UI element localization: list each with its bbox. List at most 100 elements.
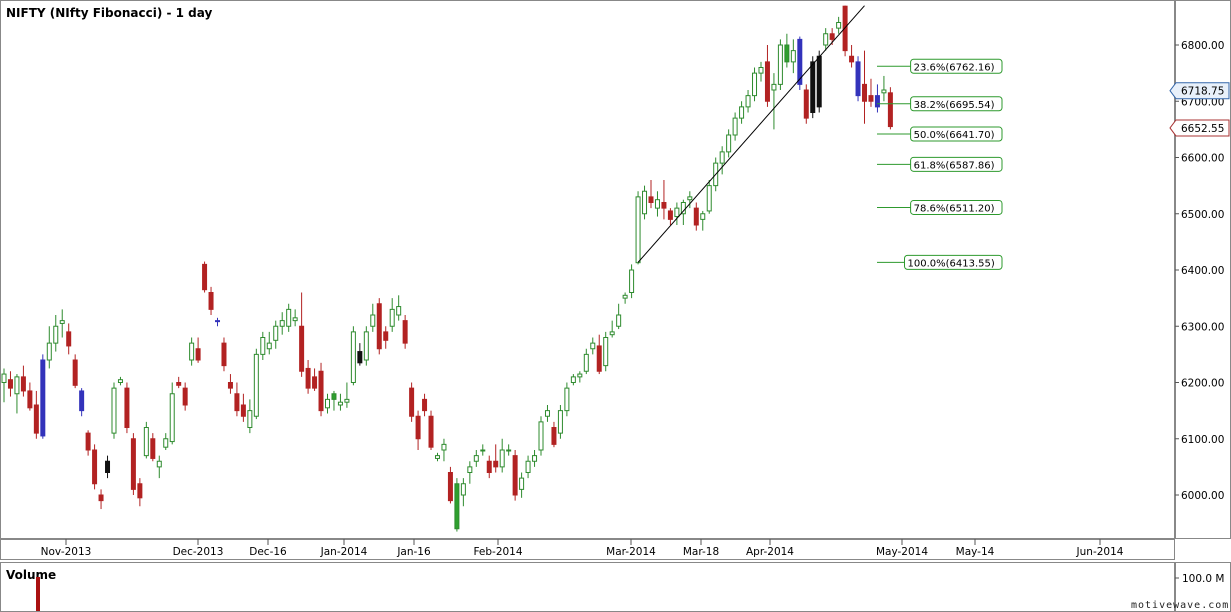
candle-body [486, 460, 492, 473]
candle-body [428, 415, 434, 448]
candle-body [117, 379, 123, 383]
candle-body [654, 199, 660, 209]
candle-body [260, 337, 266, 355]
brand-watermark: motivewave.com [1131, 600, 1229, 611]
candle-body [208, 292, 214, 310]
candle-body [538, 421, 544, 451]
candle-body [719, 151, 725, 164]
candle-body [519, 477, 525, 490]
candle-body [325, 398, 330, 409]
candle-body [376, 303, 382, 350]
candle-body [350, 331, 356, 383]
candle-body [363, 331, 369, 361]
x-tick-label: Jan-16 [396, 546, 431, 558]
x-tick-label: Apr-2014 [746, 546, 794, 558]
fib-label-box [910, 199, 1003, 215]
candle-body [758, 67, 764, 74]
candle-body [383, 331, 389, 341]
fib-label-box [910, 126, 1003, 142]
price-tags: 6718.75 6652.55 [1169, 82, 1230, 137]
candle-body [422, 398, 428, 412]
candle-body [20, 376, 26, 392]
candle-body [111, 387, 117, 434]
candle-body [706, 185, 712, 212]
candle-body [169, 393, 175, 443]
candle-body [829, 33, 835, 40]
candle-body [687, 196, 693, 201]
candle-body [331, 393, 337, 400]
x-tick-label: Jun-2014 [1076, 546, 1124, 558]
candle-body [312, 376, 318, 389]
volume-pane [0, 562, 1175, 612]
candle-body [14, 376, 20, 395]
candle-body [253, 353, 259, 417]
candle-body [784, 44, 790, 63]
candle-body [27, 390, 33, 409]
candle-body [693, 207, 699, 226]
candle-body [72, 359, 78, 386]
candle-body [337, 401, 343, 406]
candle-body [473, 455, 479, 462]
fib-label-box [904, 254, 1003, 270]
candle-body [868, 95, 874, 102]
candle-body [156, 460, 162, 468]
candle-body [357, 351, 363, 364]
candle-body [182, 387, 188, 406]
fib-level: 100.0%(6413.55) [877, 254, 1003, 270]
candle-body [46, 342, 52, 361]
candle-body [105, 460, 111, 473]
fib-label-box [910, 96, 1003, 112]
y-tick-label: 6000.00 [1181, 490, 1224, 502]
candle-body [532, 455, 538, 462]
candle-body [810, 61, 816, 113]
price-tag-label: 6652.55 [1181, 123, 1224, 135]
candle-body [305, 367, 311, 389]
candle-body [66, 331, 72, 347]
candle-body [92, 449, 98, 485]
candle-body [512, 455, 518, 496]
x-tick-label: Mar-18 [683, 546, 719, 558]
candle-body [564, 387, 570, 412]
y-tick-label: 6600.00 [1181, 153, 1224, 165]
candle-body [240, 404, 246, 417]
price-tag [1169, 119, 1230, 137]
candle-body [163, 438, 169, 448]
candle-body [674, 207, 680, 218]
candle-body [739, 106, 745, 119]
candle-body [98, 494, 104, 502]
candle-body [764, 61, 770, 102]
candle-body [409, 387, 415, 417]
candle-body [415, 415, 421, 440]
candle-body [344, 398, 350, 403]
candle-body [143, 427, 149, 457]
candle-body [726, 134, 732, 153]
candle-body [836, 22, 842, 29]
candle-body [506, 449, 512, 452]
fib-label: 23.6%(6762.16) [914, 62, 995, 73]
candle-body [525, 460, 531, 473]
candle-body [189, 342, 195, 361]
candle-body [823, 33, 829, 46]
candle-body [480, 449, 486, 452]
candle-body [752, 72, 758, 97]
candle-body [389, 308, 395, 327]
candle-body [635, 196, 641, 264]
candle-body [434, 455, 440, 459]
candle-body [629, 269, 635, 293]
candle-body [286, 308, 292, 327]
chart-title: NIFTY (NIfty Fibonacci) - 1 day [6, 6, 212, 20]
candle-body [396, 306, 402, 316]
time-axis: Nov-2013 Dec-2013 Dec-16 Jan-2014 Jan-16 Feb-… [41, 539, 1124, 558]
candle-body [53, 325, 59, 344]
fibonacci-layer: 23.6%(6762.16) 38.2%(6695.54) 50.0%(6641.7… [877, 58, 1003, 270]
candle-body [279, 320, 285, 327]
x-tick-label: May-2014 [876, 546, 928, 558]
candle-body [887, 92, 893, 128]
candle-body [570, 376, 576, 383]
candle-body [7, 379, 13, 389]
candle-body [544, 410, 550, 417]
candle-body [441, 443, 447, 451]
candle-body [202, 263, 208, 291]
candle-body [447, 472, 453, 502]
fib-level: 78.6%(6511.20) [877, 199, 1003, 215]
